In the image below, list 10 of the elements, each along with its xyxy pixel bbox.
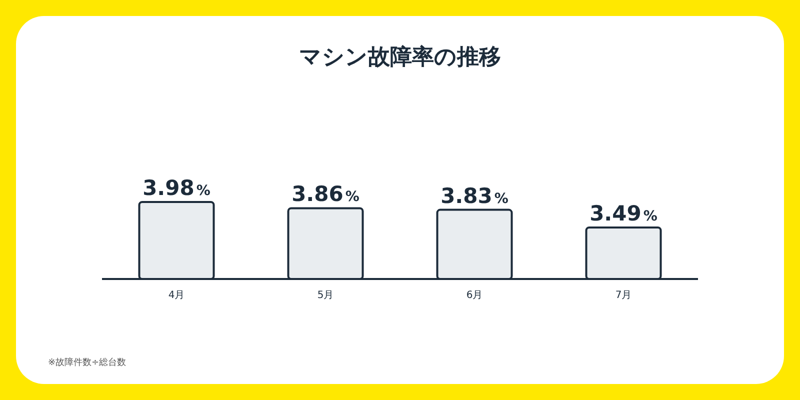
chart-title: マシン故障率の推移: [299, 44, 501, 70]
text: ※故障件数÷総台数: [48, 357, 126, 368]
x-tick-label: 4月: [168, 290, 185, 301]
data-label: 3.98%: [142, 176, 210, 200]
x-tick-label: 5月: [317, 290, 334, 301]
data-label: 3.49%: [590, 201, 658, 226]
x-tick-label: 6月: [466, 290, 483, 301]
data-label: 3.86%: [292, 182, 360, 206]
x-tick-label: 7月: [615, 290, 632, 301]
data-label: 3.83%: [440, 184, 508, 208]
